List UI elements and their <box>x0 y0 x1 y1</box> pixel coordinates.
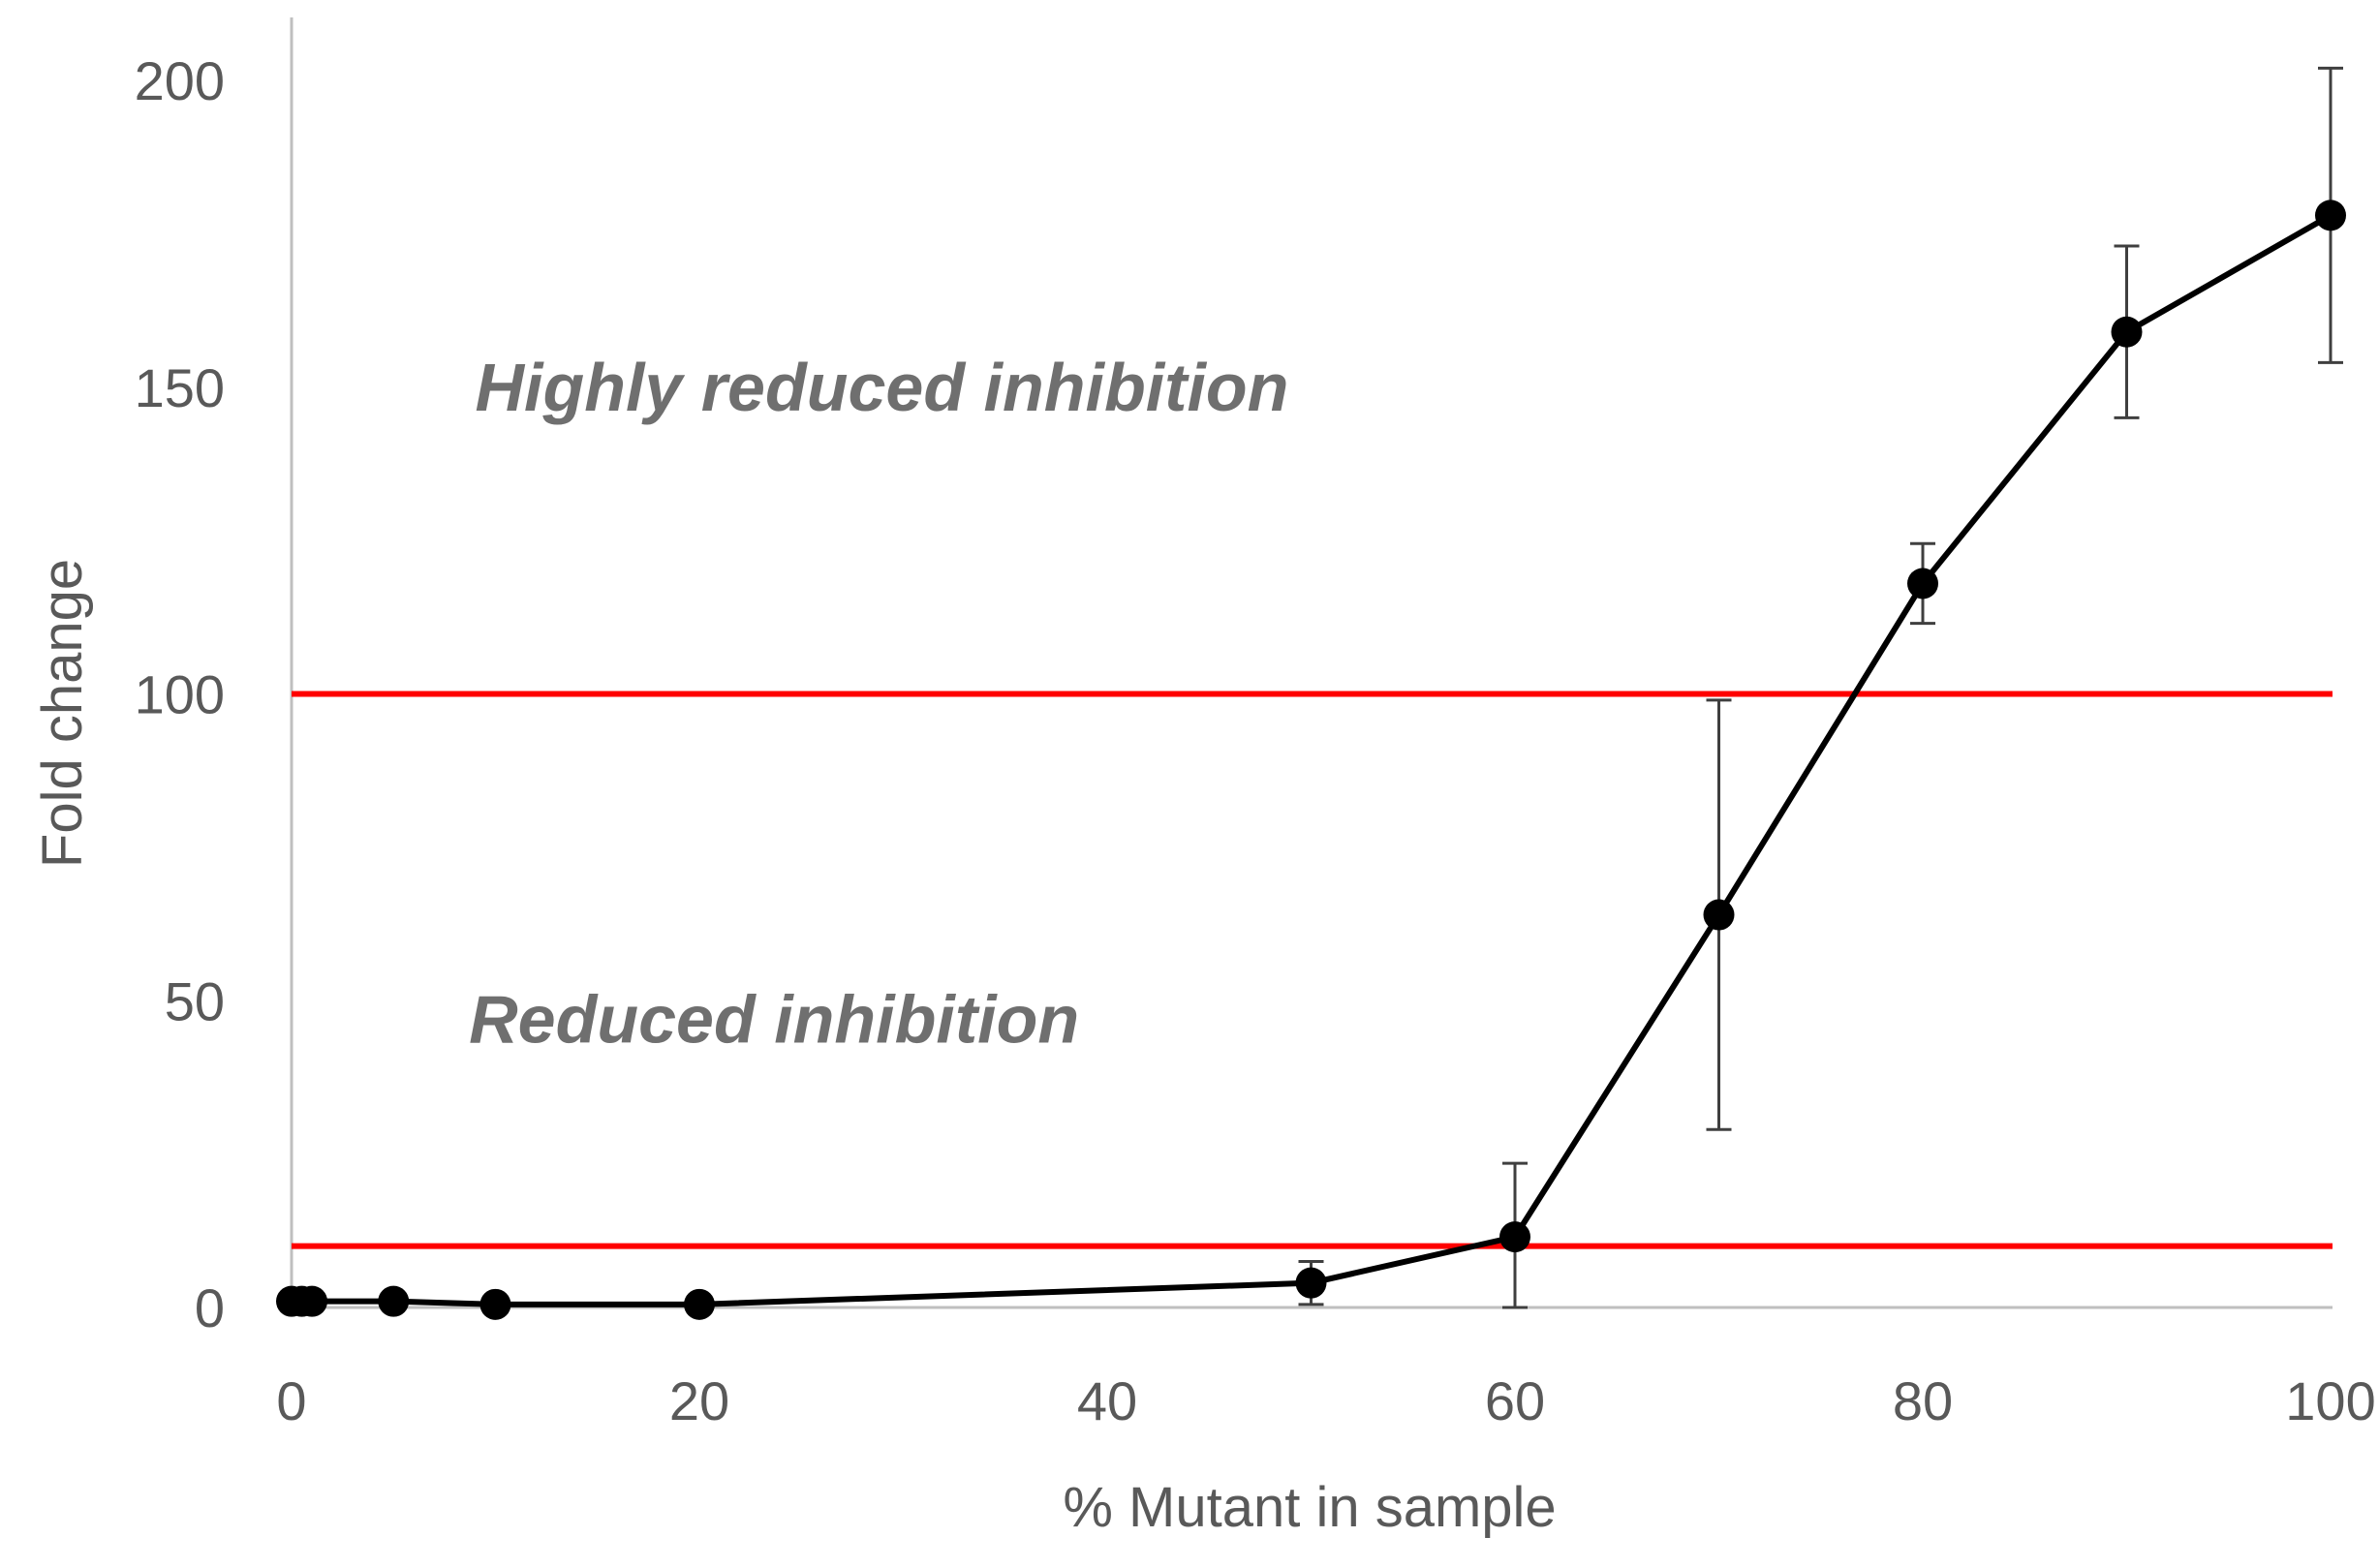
data-point <box>1499 1221 1530 1253</box>
y-tick-label: 100 <box>135 664 225 725</box>
y-tick-label: 150 <box>135 357 225 418</box>
error-bars-layer <box>1298 66 2343 1309</box>
annotations-layer: Highly reduced inhibition Reduced inhibit… <box>469 350 1288 1058</box>
axes-layer: 0 20 40 60 80 100 0 50 100 150 200 <box>135 17 2376 1431</box>
x-tick-label: 40 <box>1077 1370 1137 1431</box>
data-point <box>2111 316 2143 348</box>
y-tick-label: 50 <box>165 970 225 1031</box>
data-point <box>1907 568 1938 600</box>
x-tick-label: 0 <box>276 1370 306 1431</box>
labels-layer: % Mutant in sample Fold change <box>31 559 1557 1539</box>
reference-lines-layer <box>292 691 2333 1249</box>
annotation-label: Reduced inhibition <box>469 981 1079 1057</box>
x-tick-label: 80 <box>1893 1370 1953 1431</box>
y-axis-title: Fold change <box>31 559 94 868</box>
y-tick-label: 200 <box>135 50 225 111</box>
data-point <box>2315 200 2346 231</box>
x-tick-label: 100 <box>2285 1370 2375 1431</box>
data-point <box>1295 1267 1327 1299</box>
data-point <box>296 1285 328 1317</box>
y-tick-label: 0 <box>195 1277 225 1338</box>
x-axis-title: % Mutant in sample <box>1063 1476 1556 1539</box>
data-point <box>378 1285 410 1317</box>
x-tick-label: 60 <box>1485 1370 1545 1431</box>
data-point <box>684 1288 715 1320</box>
x-tick-label: 20 <box>669 1370 729 1431</box>
series-layer <box>276 200 2346 1320</box>
annotation-label: Highly reduced inhibition <box>475 350 1288 425</box>
data-point <box>479 1288 511 1320</box>
data-point <box>1703 899 1735 931</box>
